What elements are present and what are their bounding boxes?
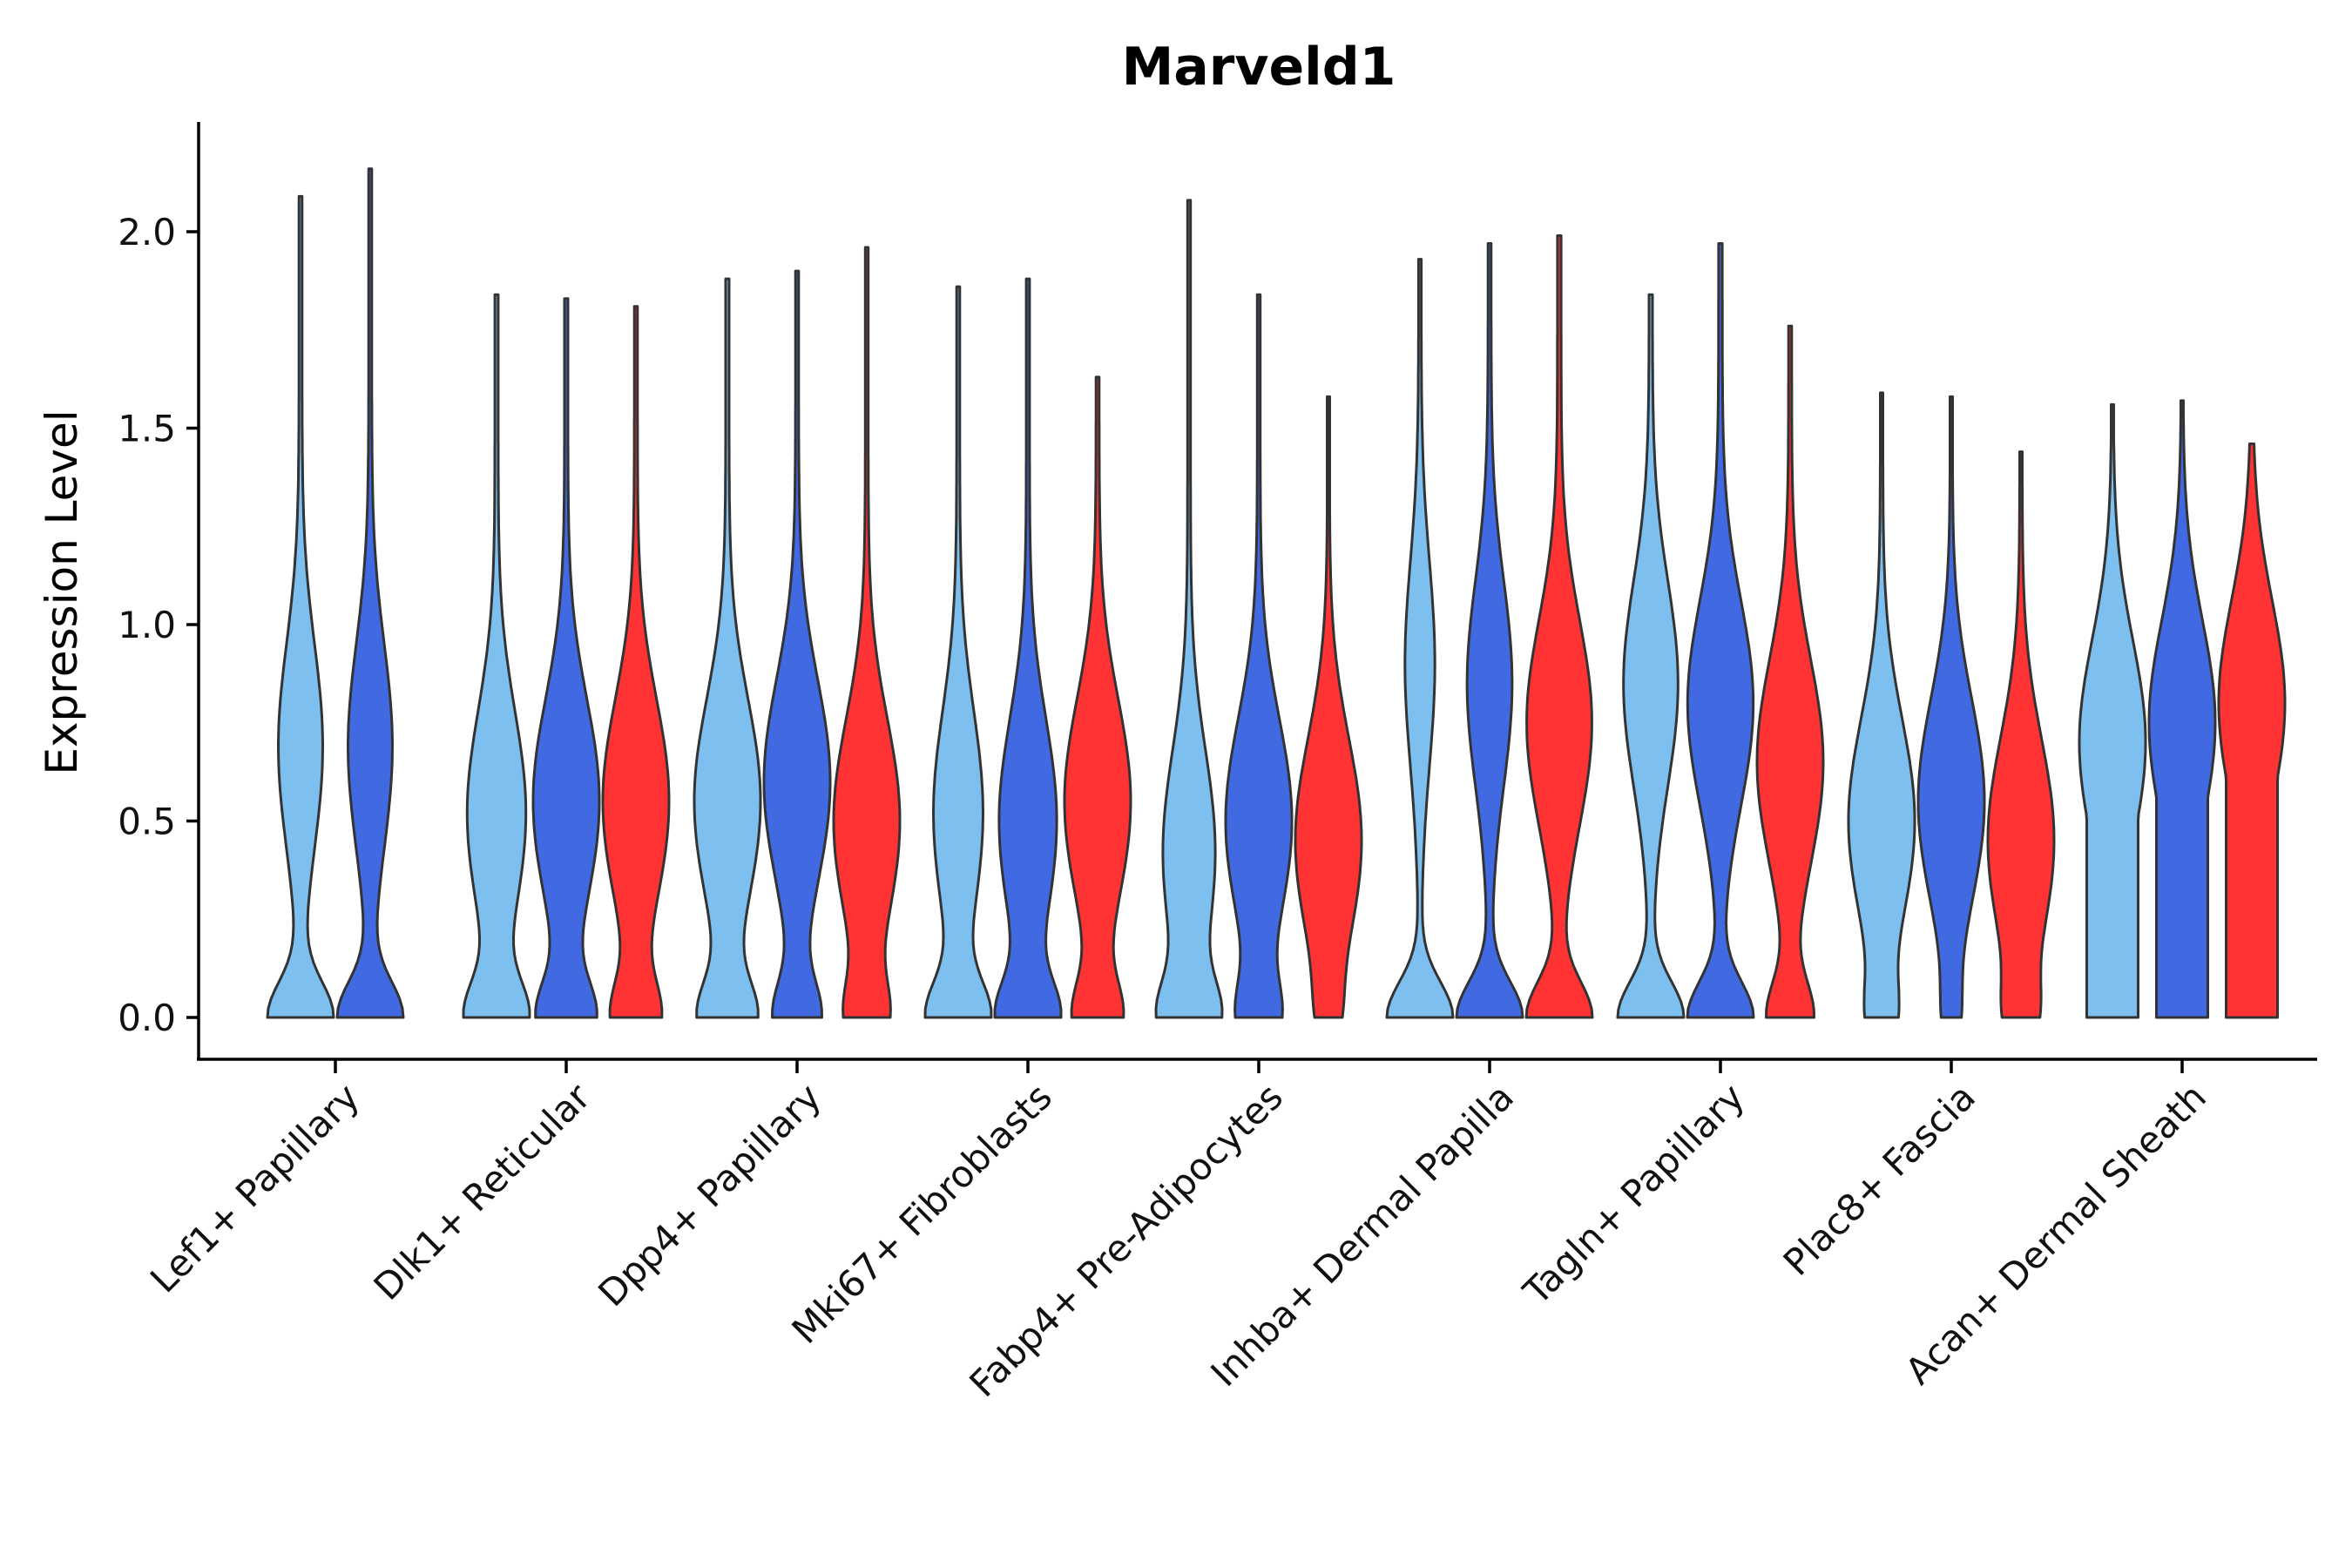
- y-axis-label: Expression Level: [37, 409, 87, 774]
- violin-group_c: [1063, 375, 1132, 1019]
- violin-group_a: [923, 285, 993, 1019]
- violin-group_a: [2078, 402, 2147, 1019]
- x-tick-label: Dpp4+ Papillary: [590, 1075, 829, 1315]
- violin-group_b: [762, 269, 832, 1019]
- violin-group_c: [832, 246, 902, 1019]
- violin-group_a: [462, 293, 531, 1019]
- violin-group_b: [1686, 242, 1755, 1019]
- violin-group_b: [1224, 293, 1294, 1019]
- violin-group_c: [1294, 395, 1363, 1019]
- x-tick-label: Plac8+ Fascia: [1775, 1075, 1984, 1283]
- violin-group_b: [531, 297, 601, 1019]
- y-tick-label: 0.0: [118, 997, 176, 1039]
- violin-group_a: [1385, 258, 1455, 1019]
- violin-group_a: [1154, 199, 1224, 1019]
- y-tick-label: 1.0: [118, 604, 176, 646]
- chart-title: Marveld1: [1122, 37, 1396, 98]
- y-tick-label: 2.0: [118, 211, 176, 253]
- violin-group_b: [1916, 395, 1986, 1019]
- violin-group_c: [601, 305, 671, 1019]
- violin-group_a: [1847, 391, 1916, 1019]
- violin-group_b: [335, 167, 405, 1019]
- y-tick-label: 0.5: [118, 801, 176, 843]
- x-tick-label: Lef1+ Papillary: [142, 1075, 368, 1301]
- violin-group_c: [1986, 450, 2056, 1019]
- y-tick-label: 1.5: [118, 408, 176, 450]
- x-tick-label: Dlk1+ Reticular: [366, 1075, 599, 1308]
- violin-group_c: [1524, 234, 1594, 1019]
- violin-group_a: [1616, 293, 1686, 1019]
- x-tick-label: Mki67+ Fibroblasts: [784, 1075, 1060, 1351]
- violin-group_a: [693, 277, 762, 1019]
- violin-group_b: [1455, 242, 1524, 1019]
- violin-group_b: [2147, 399, 2217, 1019]
- x-tick-label: Tagln+ Papillary: [1515, 1075, 1753, 1313]
- violin-group_b: [993, 277, 1063, 1019]
- y-ticks: 0.0 0.5 1.0 1.5 2.0: [118, 211, 199, 1039]
- violin-group_a: [266, 194, 335, 1019]
- violin-layer: [266, 167, 2287, 1019]
- violin-group_c: [2217, 443, 2287, 1019]
- violin-group_c: [1755, 324, 1825, 1019]
